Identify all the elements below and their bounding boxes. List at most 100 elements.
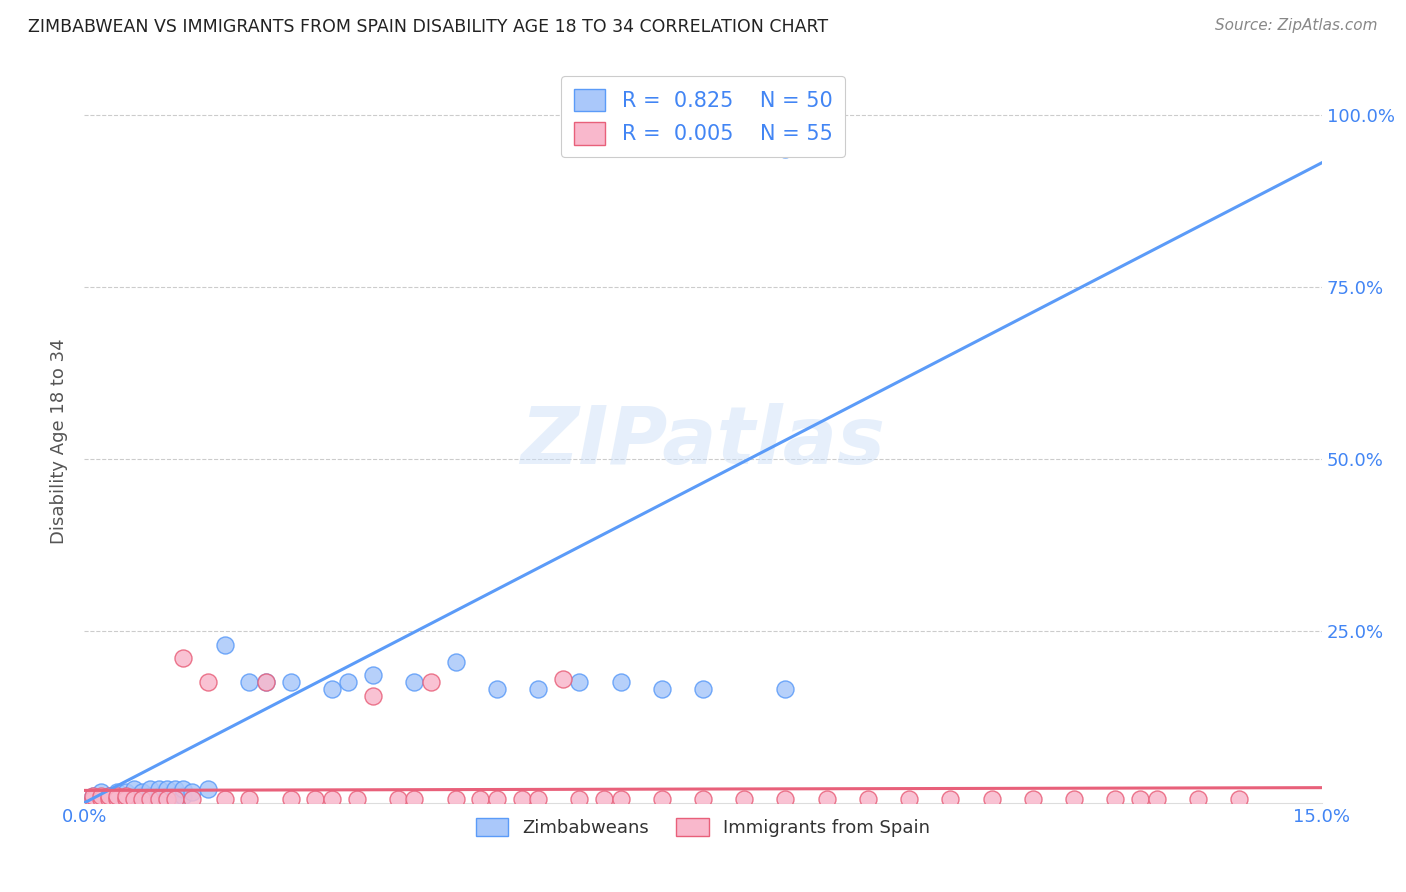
Point <box>122 792 145 806</box>
Point <box>856 792 879 806</box>
Point <box>122 789 145 803</box>
Point <box>419 675 441 690</box>
Point <box>775 792 797 806</box>
Point <box>165 792 187 806</box>
Point <box>568 792 591 806</box>
Point <box>98 789 121 803</box>
Point <box>180 792 202 806</box>
Point <box>321 682 343 697</box>
Point <box>90 785 112 799</box>
Point <box>122 782 145 797</box>
Point <box>1022 792 1045 806</box>
Point <box>280 792 302 806</box>
Point <box>527 682 550 697</box>
Point <box>214 792 236 806</box>
Point <box>98 792 121 806</box>
Point <box>361 668 384 682</box>
Point <box>197 782 219 797</box>
Point <box>1146 792 1168 806</box>
Point <box>172 782 194 797</box>
Point <box>82 792 104 806</box>
Point <box>485 682 508 697</box>
Text: Source: ZipAtlas.com: Source: ZipAtlas.com <box>1215 18 1378 33</box>
Point <box>148 792 170 806</box>
Point <box>156 792 179 806</box>
Point <box>98 792 121 806</box>
Point <box>105 792 128 806</box>
Point <box>361 689 384 703</box>
Point <box>404 675 426 690</box>
Point <box>148 782 170 797</box>
Point <box>510 792 533 806</box>
Point <box>898 792 921 806</box>
Point <box>733 792 755 806</box>
Point <box>254 675 277 690</box>
Point <box>105 785 128 799</box>
Point <box>404 792 426 806</box>
Point <box>172 789 194 803</box>
Point <box>568 675 591 690</box>
Point <box>156 789 179 803</box>
Point <box>139 792 162 806</box>
Point <box>105 789 128 803</box>
Point <box>90 789 112 803</box>
Point <box>131 792 153 806</box>
Point <box>651 792 673 806</box>
Point <box>280 675 302 690</box>
Point <box>98 789 121 803</box>
Text: ZIPatlas: ZIPatlas <box>520 402 886 481</box>
Point <box>114 789 136 803</box>
Point <box>815 792 838 806</box>
Point <box>172 651 194 665</box>
Point <box>692 792 714 806</box>
Point <box>148 792 170 806</box>
Point <box>775 142 797 156</box>
Point <box>131 785 153 799</box>
Point <box>238 675 260 690</box>
Point <box>105 792 128 806</box>
Point <box>122 792 145 806</box>
Point <box>254 675 277 690</box>
Point <box>156 782 179 797</box>
Point <box>180 785 202 799</box>
Point <box>321 792 343 806</box>
Point <box>148 789 170 803</box>
Point <box>939 792 962 806</box>
Point <box>82 792 104 806</box>
Legend: Zimbabweans, Immigrants from Spain: Zimbabweans, Immigrants from Spain <box>468 811 938 845</box>
Point <box>90 792 112 806</box>
Point <box>444 792 467 806</box>
Point <box>82 789 104 803</box>
Point <box>114 785 136 799</box>
Y-axis label: Disability Age 18 to 34: Disability Age 18 to 34 <box>51 339 69 544</box>
Point <box>165 789 187 803</box>
Text: ZIMBABWEAN VS IMMIGRANTS FROM SPAIN DISABILITY AGE 18 TO 34 CORRELATION CHART: ZIMBABWEAN VS IMMIGRANTS FROM SPAIN DISA… <box>28 18 828 36</box>
Point <box>651 682 673 697</box>
Point <box>131 789 153 803</box>
Point <box>131 792 153 806</box>
Point <box>1187 792 1209 806</box>
Point <box>139 792 162 806</box>
Point <box>1227 792 1250 806</box>
Point <box>90 792 112 806</box>
Point <box>609 675 631 690</box>
Point <box>105 789 128 803</box>
Point <box>139 782 162 797</box>
Point <box>387 792 409 806</box>
Point <box>593 792 616 806</box>
Point <box>1104 792 1126 806</box>
Point <box>692 682 714 697</box>
Point <box>980 792 1002 806</box>
Point <box>1129 792 1152 806</box>
Point <box>337 675 360 690</box>
Point <box>214 638 236 652</box>
Point <box>114 792 136 806</box>
Point <box>346 792 368 806</box>
Point <box>485 792 508 806</box>
Point <box>304 792 326 806</box>
Point <box>775 682 797 697</box>
Point <box>470 792 492 806</box>
Point <box>551 672 574 686</box>
Point <box>444 655 467 669</box>
Point <box>1063 792 1085 806</box>
